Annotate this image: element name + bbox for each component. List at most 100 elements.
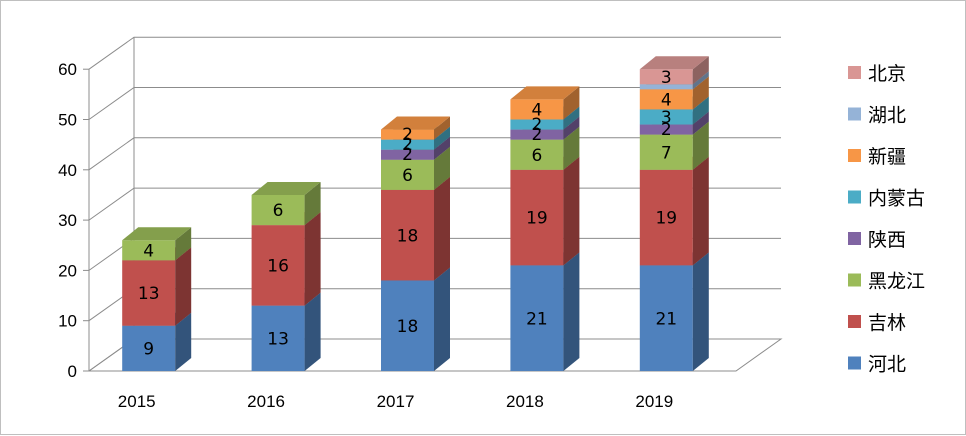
bar-front [639,134,693,170]
data-label: 18 [397,226,419,246]
bar-front [251,225,305,306]
bar-side [175,312,192,371]
legend-label: 黑龙江 [868,271,925,293]
bar-segment-2018-新疆[interactable] [510,86,580,120]
data-label: 3 [661,108,672,128]
bar-front [639,109,693,125]
data-label: 13 [267,329,289,349]
bar-front [639,169,693,266]
legend-swatch [848,190,861,204]
bar-segment-2017-河北[interactable] [381,267,450,371]
y-tick-label: 60 [58,60,77,79]
bar-segment-2015-黑龙江[interactable] [122,227,192,261]
bar-side [434,176,450,281]
bar-side [563,156,580,266]
data-label: 2 [531,125,542,145]
bar-side [175,247,192,326]
legend-item-湖北[interactable]: 湖北 [848,105,906,127]
bars [122,56,709,371]
bar-side [434,136,450,160]
data-label: 2 [402,125,413,145]
bar-side [563,106,580,130]
data-label: 6 [273,201,284,221]
legend-label: 吉林 [868,312,906,334]
legend-label: 河北 [868,354,906,376]
legend-item-河北[interactable]: 河北 [848,354,906,376]
data-label: 2 [402,145,413,165]
x-axis: 2015 2016 2017 2018 2019 [118,392,673,411]
bar-front [122,260,176,326]
bar-front [122,240,176,261]
y-tick-label: 40 [58,161,77,180]
y-tick-label: 0 [68,362,77,381]
bar-side [692,156,709,266]
bar-side [692,252,709,371]
bar-front [639,265,693,371]
bar-front [122,325,176,371]
legend-item-内蒙古[interactable]: 内蒙古 [848,188,925,210]
legend-item-北京[interactable]: 北京 [848,63,906,85]
legend-swatch [848,315,861,328]
data-label: 2 [661,120,672,140]
bar-front [381,280,434,371]
legend-item-陕西[interactable]: 陕西 [848,229,906,251]
x-tick-label: 2019 [635,392,673,411]
legend-swatch [848,232,861,245]
legend-item-新疆[interactable]: 新疆 [848,146,906,168]
x-tick-label: 2018 [506,392,544,411]
bar-front [510,99,564,120]
data-label: 13 [138,284,160,304]
legend-label: 新疆 [868,146,906,168]
bar-front [510,129,564,140]
bar-side [434,116,450,140]
bar-front [381,139,434,150]
bar-front [510,265,564,371]
bar-side [563,86,580,120]
bar-side [434,126,450,150]
bar-side [563,126,580,170]
bar-front [639,89,693,110]
data-label: 19 [655,209,677,229]
bar-front [251,194,305,226]
bar-front [381,129,434,140]
bar-segment-2018-河北[interactable] [510,252,580,371]
bar-side [692,56,709,85]
bar-segment-2016-黑龙江[interactable] [251,181,321,226]
data-label: 21 [526,309,548,329]
data-label: 9 [143,339,154,359]
data-label: 4 [531,101,542,121]
bar-top [122,227,192,241]
data-label: 4 [661,91,672,111]
data-label: 18 [397,317,419,337]
legend-swatch [848,149,861,162]
bar-side [175,227,192,261]
bar-side [434,146,450,190]
bar-front [639,69,693,85]
data-label: 16 [267,256,289,276]
bar-side [692,111,709,135]
data-label: 6 [531,146,542,166]
bar-side [692,121,709,170]
legend-swatch [848,356,861,370]
bar-side [563,116,580,140]
legend-label: 陕西 [868,229,906,251]
bar-segment-2019-北京[interactable] [639,56,709,85]
data-label: 7 [661,143,672,163]
bar-top [381,116,450,130]
bar-side [563,252,580,371]
legend-item-黑龙江[interactable]: 黑龙江 [848,271,925,293]
legend-item-吉林[interactable]: 吉林 [848,312,906,334]
bar-segment-2017-新疆[interactable] [381,116,450,140]
legend-label: 内蒙古 [868,188,925,210]
y-tick-label: 20 [58,261,77,280]
gridline [88,36,781,70]
bar-front [251,305,305,371]
legend-label: 北京 [868,63,906,85]
bar-side [304,212,321,306]
data-label: 19 [526,209,548,229]
bar-front [639,124,693,135]
